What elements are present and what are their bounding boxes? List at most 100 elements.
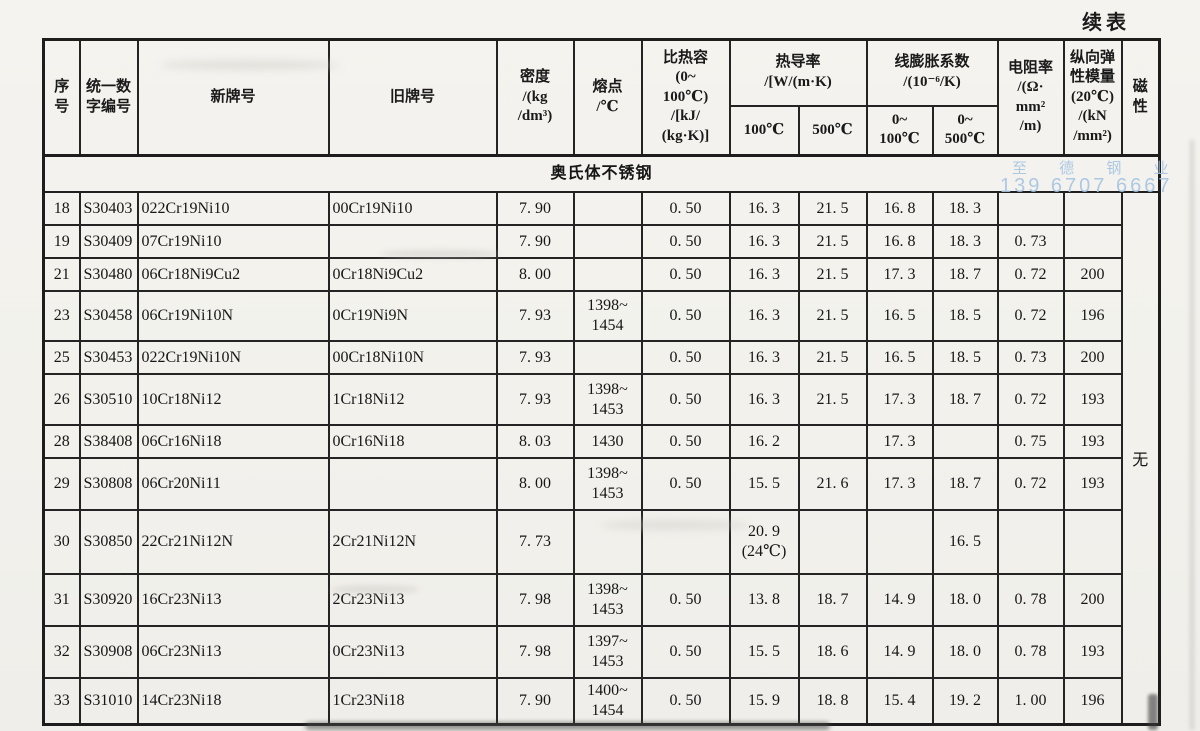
cell-density: 7. 98 xyxy=(495,573,575,627)
cell-code: S30850 xyxy=(78,509,139,575)
cell-modulus xyxy=(1062,191,1123,226)
col-header-specific-heat: 比热容 (0~ 100℃) /[kJ/ (kg·K)] xyxy=(640,38,731,157)
cell-code: S30920 xyxy=(78,573,139,627)
cell-seq: 26 xyxy=(42,373,81,426)
cell-seq: 31 xyxy=(42,573,81,627)
table-row: 26 S30510 10Cr18Ni12 1Cr18Ni12 7. 93 139… xyxy=(42,373,1160,426)
cell-new-grade: 10Cr18Ni12 xyxy=(136,373,330,426)
cell-tc-100: 16. 3 xyxy=(728,290,800,342)
table-row: 19 S30409 07Cr19Ni10 7. 90 0. 50 16. 3 2… xyxy=(42,224,1160,259)
cell-tc-100: 16. 3 xyxy=(728,373,800,426)
cell-specific-heat xyxy=(640,509,731,575)
section-title: 奥氏体不锈钢 xyxy=(42,154,1161,193)
cell-tc-100: 16. 2 xyxy=(728,424,800,459)
table-row: 33 S31010 14Cr23Ni18 1Cr23Ni18 7. 90 140… xyxy=(42,677,1160,726)
cell-modulus: 200 xyxy=(1062,573,1123,627)
cell-exp-0-100: 16. 8 xyxy=(865,224,934,259)
cell-seq: 29 xyxy=(42,457,81,511)
col-header-thermal-conductivity: 热导率 /[W/(m·K) xyxy=(728,38,868,107)
cell-melting-point xyxy=(572,224,643,259)
cell-code: S30453 xyxy=(78,340,139,375)
cell-old-grade: 2Cr23Ni13 xyxy=(327,573,498,627)
col-header-density: 密度 /(kg /dm³) xyxy=(495,38,575,157)
cell-exp-0-500: 18. 7 xyxy=(931,373,999,426)
cell-tc-100: 16. 3 xyxy=(728,257,800,292)
cell-seq: 25 xyxy=(42,340,81,375)
cell-new-grade: 07Cr19Ni10 xyxy=(136,224,330,259)
cell-old-grade: 1Cr23Ni18 xyxy=(327,677,498,726)
cell-code: S30409 xyxy=(78,224,139,259)
table-row: 25 S30453 022Cr19Ni10N 00Cr18Ni10N 7. 93… xyxy=(42,340,1160,375)
cell-melting-point xyxy=(572,191,643,226)
cell-tc-500: 21. 5 xyxy=(797,257,868,292)
cell-specific-heat: 0. 50 xyxy=(640,191,731,226)
cell-code: S30480 xyxy=(78,257,139,292)
cell-tc-500: 21. 5 xyxy=(797,224,868,259)
cell-code: S30403 xyxy=(78,191,139,226)
cell-seq: 32 xyxy=(42,625,81,679)
cell-old-grade xyxy=(327,457,498,511)
subcol-header-tc-500: 500℃ xyxy=(797,104,868,157)
watermark-phone: 139 6707 6667 xyxy=(1000,175,1173,197)
cell-tc-100: 16. 3 xyxy=(728,224,800,259)
cell-density: 7. 93 xyxy=(495,340,575,375)
cell-specific-heat: 0. 50 xyxy=(640,457,731,511)
cell-tc-500: 21. 5 xyxy=(797,290,868,342)
cell-exp-0-500: 18. 0 xyxy=(931,625,999,679)
cell-specific-heat: 0. 50 xyxy=(640,573,731,627)
cell-new-grade: 022Cr19Ni10N xyxy=(136,340,330,375)
cell-resistivity: 0. 75 xyxy=(996,424,1065,459)
cell-exp-0-100 xyxy=(865,509,934,575)
cell-exp-0-100: 17. 3 xyxy=(865,373,934,426)
watermark-company: 至 德 钢 业 xyxy=(1012,160,1183,177)
table-row: 32 S30908 06Cr23Ni13 0Cr23Ni13 7. 98 139… xyxy=(42,625,1160,679)
cell-exp-0-100: 17. 3 xyxy=(865,257,934,292)
cell-code: S30510 xyxy=(78,373,139,426)
cell-exp-0-100: 17. 3 xyxy=(865,457,934,511)
col-header-expansion: 线膨胀系数 /(10⁻⁶/K) xyxy=(865,38,999,107)
cell-melting-point: 1398~ 1454 xyxy=(572,290,643,342)
cell-tc-500: 18. 7 xyxy=(797,573,868,627)
cell-exp-0-500 xyxy=(931,424,999,459)
cell-tc-100: 13. 8 xyxy=(728,573,800,627)
cell-new-grade: 022Cr19Ni10 xyxy=(136,191,330,226)
cell-density: 8. 03 xyxy=(495,424,575,459)
cell-tc-100: 15. 5 xyxy=(728,625,800,679)
cell-exp-0-100: 16. 5 xyxy=(865,290,934,342)
cell-melting-point xyxy=(572,509,643,575)
cell-exp-0-100: 16. 5 xyxy=(865,340,934,375)
cell-seq: 30 xyxy=(42,509,81,575)
cell-old-grade: 0Cr23Ni13 xyxy=(327,625,498,679)
table-row: 30 S30850 22Cr21Ni12N 2Cr21Ni12N 7. 73 2… xyxy=(42,509,1160,575)
table-row: 29 S30808 06Cr20Ni11 8. 00 1398~ 1453 0.… xyxy=(42,457,1160,511)
cell-old-grade: 0Cr18Ni9Cu2 xyxy=(327,257,498,292)
subcol-header-tc-100: 100℃ xyxy=(728,104,800,157)
table-row: 21 S30480 06Cr18Ni9Cu2 0Cr18Ni9Cu2 8. 00… xyxy=(42,257,1160,292)
col-header-melting-point: 熔点 /℃ xyxy=(572,38,643,157)
cell-seq: 18 xyxy=(42,191,81,226)
cell-new-grade: 06Cr18Ni9Cu2 xyxy=(136,257,330,292)
cell-modulus: 196 xyxy=(1062,290,1123,342)
cell-seq: 19 xyxy=(42,224,81,259)
cell-code: S31010 xyxy=(78,677,139,726)
steel-properties-table: 序 号 统一数 字编号 新牌号 旧牌号 密度 /(kg /dm³) 熔点 /℃ … xyxy=(42,38,1162,726)
cell-exp-0-100: 16. 8 xyxy=(865,191,934,226)
cell-modulus xyxy=(1062,509,1123,575)
cell-code: S30458 xyxy=(78,290,139,342)
cell-new-grade: 22Cr21Ni12N xyxy=(136,509,330,575)
cell-tc-100: 15. 9 xyxy=(728,677,800,726)
cell-density: 8. 00 xyxy=(495,257,575,292)
cell-resistivity: 0. 78 xyxy=(996,573,1065,627)
cell-resistivity: 0. 72 xyxy=(996,457,1065,511)
subcol-header-exp-0-500: 0~ 500℃ xyxy=(931,104,999,157)
cell-modulus: 193 xyxy=(1062,373,1123,426)
table-row: 31 S30920 16Cr23Ni13 2Cr23Ni13 7. 98 139… xyxy=(42,573,1160,627)
cell-modulus: 200 xyxy=(1062,340,1123,375)
cell-modulus: 193 xyxy=(1062,457,1123,511)
cell-specific-heat: 0. 50 xyxy=(640,677,731,726)
cell-specific-heat: 0. 50 xyxy=(640,224,731,259)
cell-specific-heat: 0. 50 xyxy=(640,340,731,375)
cell-exp-0-500: 19. 2 xyxy=(931,677,999,726)
cell-tc-100: 20. 9 (24℃) xyxy=(728,509,800,575)
col-header-new-grade: 新牌号 xyxy=(136,38,330,157)
